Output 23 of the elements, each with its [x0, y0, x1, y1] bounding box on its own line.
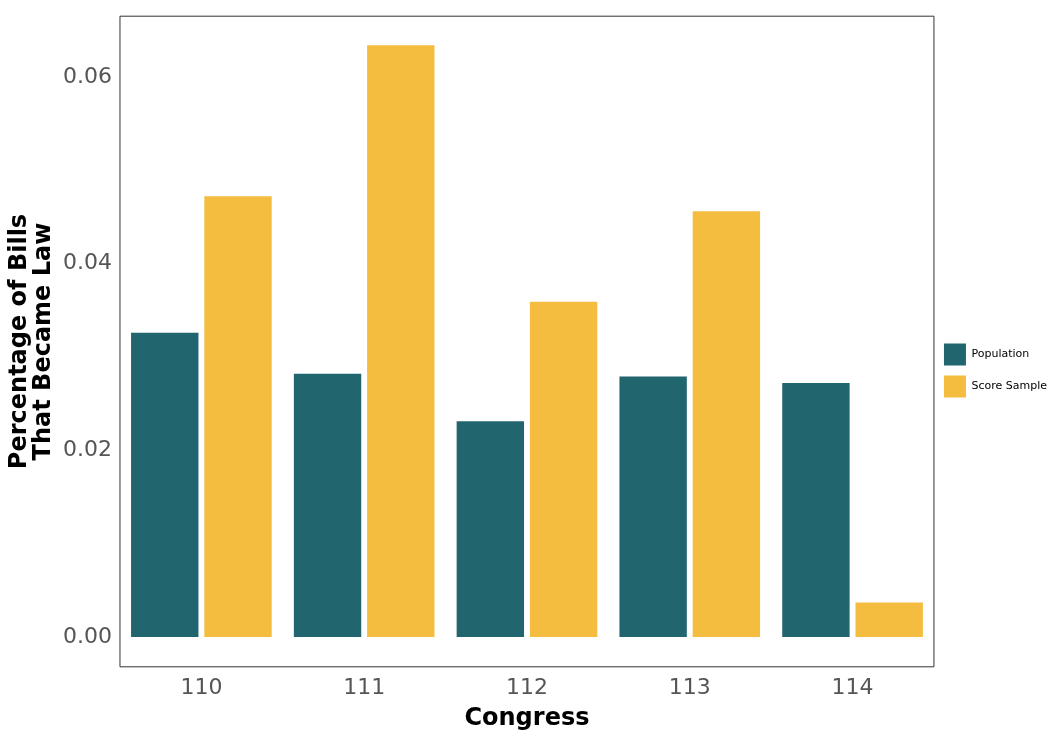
bar — [131, 332, 199, 637]
bar — [204, 196, 272, 637]
x-tick-label: 110 — [180, 673, 223, 699]
bar — [529, 301, 598, 637]
bar — [782, 383, 850, 637]
x-tick-label: 111 — [343, 673, 386, 699]
x-tick-label: 114 — [831, 673, 874, 699]
y-axis-title: Percentage of Bills That Became Law — [4, 213, 57, 470]
x-axis-title: Congress — [464, 702, 590, 731]
bar — [456, 421, 525, 637]
bar — [692, 211, 761, 637]
legend-label: Population — [971, 347, 1030, 361]
bar — [367, 45, 435, 637]
bar — [855, 602, 923, 637]
x-tick-label: 113 — [668, 673, 711, 699]
bar — [293, 373, 362, 637]
legend-label: Score Sample — [971, 379, 1048, 393]
y-tick-label: 0.06 — [63, 62, 112, 88]
y-tick-label: 0.02 — [63, 435, 112, 461]
y-tick-label: 0.04 — [63, 249, 112, 275]
bar — [619, 376, 687, 637]
x-tick-label: 112 — [505, 673, 548, 699]
y-tick-label: 0.00 — [63, 622, 112, 648]
